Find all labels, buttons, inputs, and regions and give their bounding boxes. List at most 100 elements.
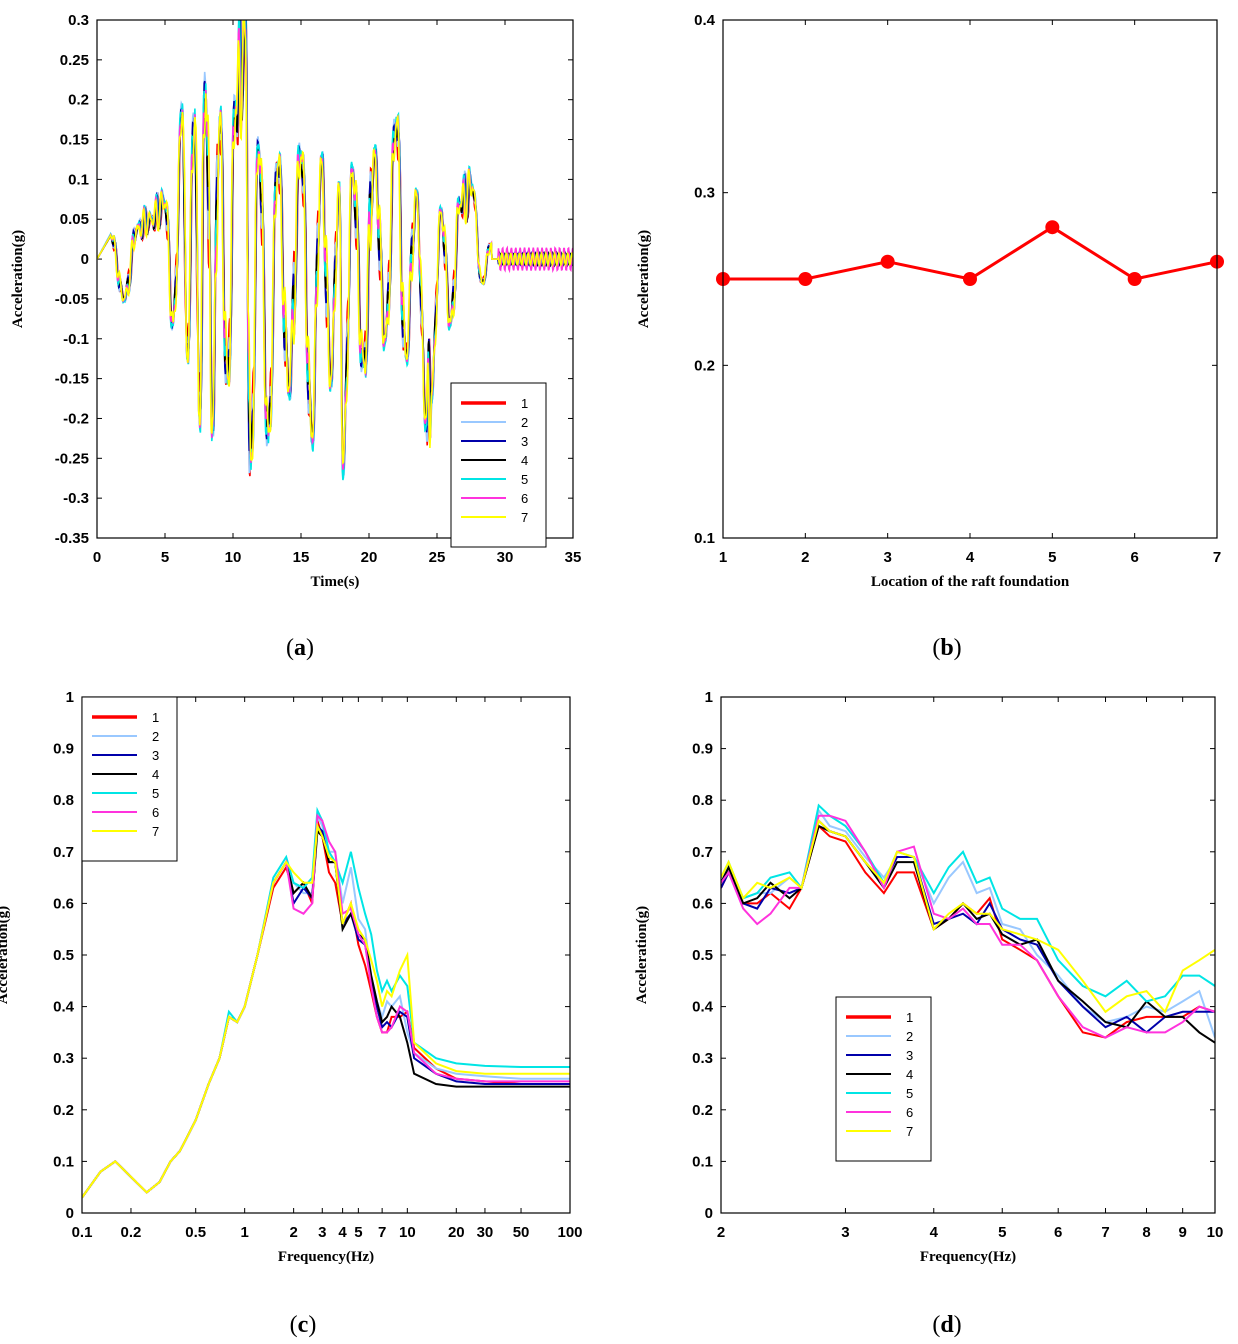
caption-open: ( bbox=[932, 1312, 940, 1338]
chart-a: -0.35 -0.3 -0.25 -0.2 -0.15 -0.1 -0.05 0 0.05 0.1… bbox=[10, 12, 581, 661]
data-point bbox=[1045, 220, 1060, 235]
x-tick-label: 15 bbox=[293, 549, 310, 566]
y-tick-label: 0.15 bbox=[60, 132, 89, 149]
x-tick-label: 5 bbox=[1048, 549, 1056, 566]
series-line-7 bbox=[97, 20, 573, 465]
series-line-7 bbox=[721, 818, 1215, 1014]
x-tick-label: 0.2 bbox=[121, 1224, 142, 1241]
x-tick-label: 3 bbox=[883, 549, 891, 566]
x-tick-label: 2 bbox=[717, 1224, 725, 1241]
series-line-6 bbox=[721, 814, 1215, 1039]
x-tick-label: 8 bbox=[1142, 1224, 1150, 1241]
y-tick-label: 1 bbox=[66, 689, 74, 706]
x-tick-label: 4 bbox=[930, 1224, 939, 1241]
y-tick-label: 0.05 bbox=[60, 211, 89, 228]
y-tick-label: 0.8 bbox=[692, 792, 713, 809]
y-tick-label: 0.2 bbox=[694, 357, 715, 374]
y-tick-label: 0.1 bbox=[692, 1153, 713, 1170]
caption-letter: b bbox=[940, 635, 953, 661]
y-tick-label: 0.6 bbox=[53, 895, 74, 912]
y-axis-label: Acceleration(g) bbox=[636, 230, 652, 328]
y-axis-label: Acceleration(g) bbox=[0, 906, 11, 1004]
x-tick-label: 10 bbox=[399, 1224, 416, 1241]
y-tick-label: 0.6 bbox=[692, 895, 713, 912]
x-tick-label: 6 bbox=[1130, 549, 1138, 566]
legend-label: 7 bbox=[152, 824, 159, 839]
y-tick-label: 1 bbox=[705, 689, 713, 706]
series-line-2 bbox=[82, 811, 570, 1199]
series-group bbox=[723, 225, 1217, 281]
series-line-1 bbox=[82, 820, 570, 1199]
plot-frame bbox=[96, 19, 574, 539]
y-axis: 0 0.1 0.2 0.3 0.4 0.5 0.6 0.7 0.8 0.9 1 bbox=[692, 689, 1215, 1222]
y-tick-label: 0.2 bbox=[68, 92, 89, 109]
y-axis: 0.1 0.2 0.3 0.4 bbox=[694, 12, 1217, 547]
x-tick-label: 7 bbox=[1101, 1224, 1109, 1241]
legend-box bbox=[450, 382, 547, 548]
y-tick-label: 0.2 bbox=[692, 1102, 713, 1119]
series-line-7 bbox=[82, 822, 570, 1199]
x-tick-label: 6 bbox=[1054, 1224, 1062, 1241]
x-axis-label: Frequency(Hz) bbox=[278, 1249, 374, 1265]
legend-label: 5 bbox=[152, 786, 159, 801]
caption-letter: a bbox=[294, 635, 306, 661]
y-tick-label: 0.4 bbox=[692, 999, 714, 1016]
x-tick-label: 1 bbox=[719, 549, 727, 566]
legend-label: 3 bbox=[521, 434, 528, 449]
legend-label: 2 bbox=[152, 729, 159, 744]
caption-open: ( bbox=[286, 635, 294, 661]
panel-caption: (a) bbox=[286, 635, 314, 661]
legend-label: 7 bbox=[906, 1124, 913, 1139]
y-tick-label: 0.3 bbox=[694, 185, 715, 202]
x-tick-label: 2 bbox=[801, 549, 809, 566]
x-axis: 1 2 3 4 5 6 7 bbox=[719, 20, 1221, 566]
y-tick-label: 0.7 bbox=[692, 844, 713, 861]
legend-label: 1 bbox=[906, 1010, 913, 1025]
y-tick-label: -0.05 bbox=[55, 291, 89, 308]
y-tick-label: 0 bbox=[705, 1205, 713, 1222]
x-axis: 2 3 4 5 6 7 8 9 10 bbox=[717, 697, 1223, 1241]
series-line-3 bbox=[721, 818, 1215, 1034]
y-tick-label: 0.9 bbox=[692, 741, 713, 758]
y-axis-label: Acceleration(g) bbox=[634, 906, 650, 1004]
x-axis-label: Time(s) bbox=[311, 574, 360, 590]
y-tick-label: -0.2 bbox=[63, 410, 89, 427]
x-tick-label: 4 bbox=[966, 549, 975, 566]
data-point bbox=[1127, 272, 1142, 286]
y-axis-label: Acceleration(g) bbox=[10, 230, 26, 328]
legend-box bbox=[835, 996, 932, 1162]
plot-frame bbox=[722, 19, 1218, 539]
series-line-2 bbox=[721, 808, 1215, 1038]
x-tick-label: 5 bbox=[354, 1224, 362, 1241]
y-tick-label: 0.5 bbox=[692, 947, 713, 964]
legend-label: 7 bbox=[521, 510, 528, 525]
legend-label: 3 bbox=[152, 748, 159, 763]
y-tick-label: 0.8 bbox=[53, 792, 74, 809]
series-group bbox=[721, 803, 1215, 1044]
caption-close: ) bbox=[954, 635, 962, 661]
y-tick-label: -0.15 bbox=[55, 371, 89, 388]
x-tick-label: 7 bbox=[378, 1224, 386, 1241]
legend-label: 6 bbox=[521, 491, 528, 506]
series-group bbox=[82, 806, 570, 1199]
legend-label: 3 bbox=[906, 1048, 913, 1063]
legend: 1 2 3 4 5 6 7 bbox=[835, 996, 932, 1162]
caption-close: ) bbox=[954, 1312, 962, 1338]
legend: 1 2 3 4 5 6 7 bbox=[450, 382, 547, 548]
panel-caption: (c) bbox=[290, 1312, 317, 1338]
legend-label: 1 bbox=[152, 710, 159, 725]
series-line-peak bbox=[723, 225, 1217, 281]
x-axis-label: Frequency(Hz) bbox=[920, 1249, 1016, 1265]
legend-label: 1 bbox=[521, 396, 528, 411]
data-point bbox=[880, 254, 895, 269]
x-axis: 0.1 0.2 0.5 1 2 3 4 5 7 10 20 30 50 100 bbox=[72, 697, 583, 1241]
y-tick-label: 0.5 bbox=[53, 947, 74, 964]
y-tick-label: 0.3 bbox=[692, 1050, 713, 1067]
x-tick-label: 1 bbox=[240, 1224, 248, 1241]
data-point bbox=[963, 272, 977, 286]
legend-label: 2 bbox=[906, 1029, 913, 1044]
series-line-1 bbox=[721, 824, 1215, 1039]
y-tick-label: -0.35 bbox=[55, 530, 89, 547]
chart-c: 0 0.1 0.2 0.3 0.4 0.5 0.6 0.7 0.8 0.9 1 0.1 0.2 0.5 1 2… bbox=[0, 689, 583, 1338]
y-tick-label: 0.1 bbox=[68, 171, 89, 188]
